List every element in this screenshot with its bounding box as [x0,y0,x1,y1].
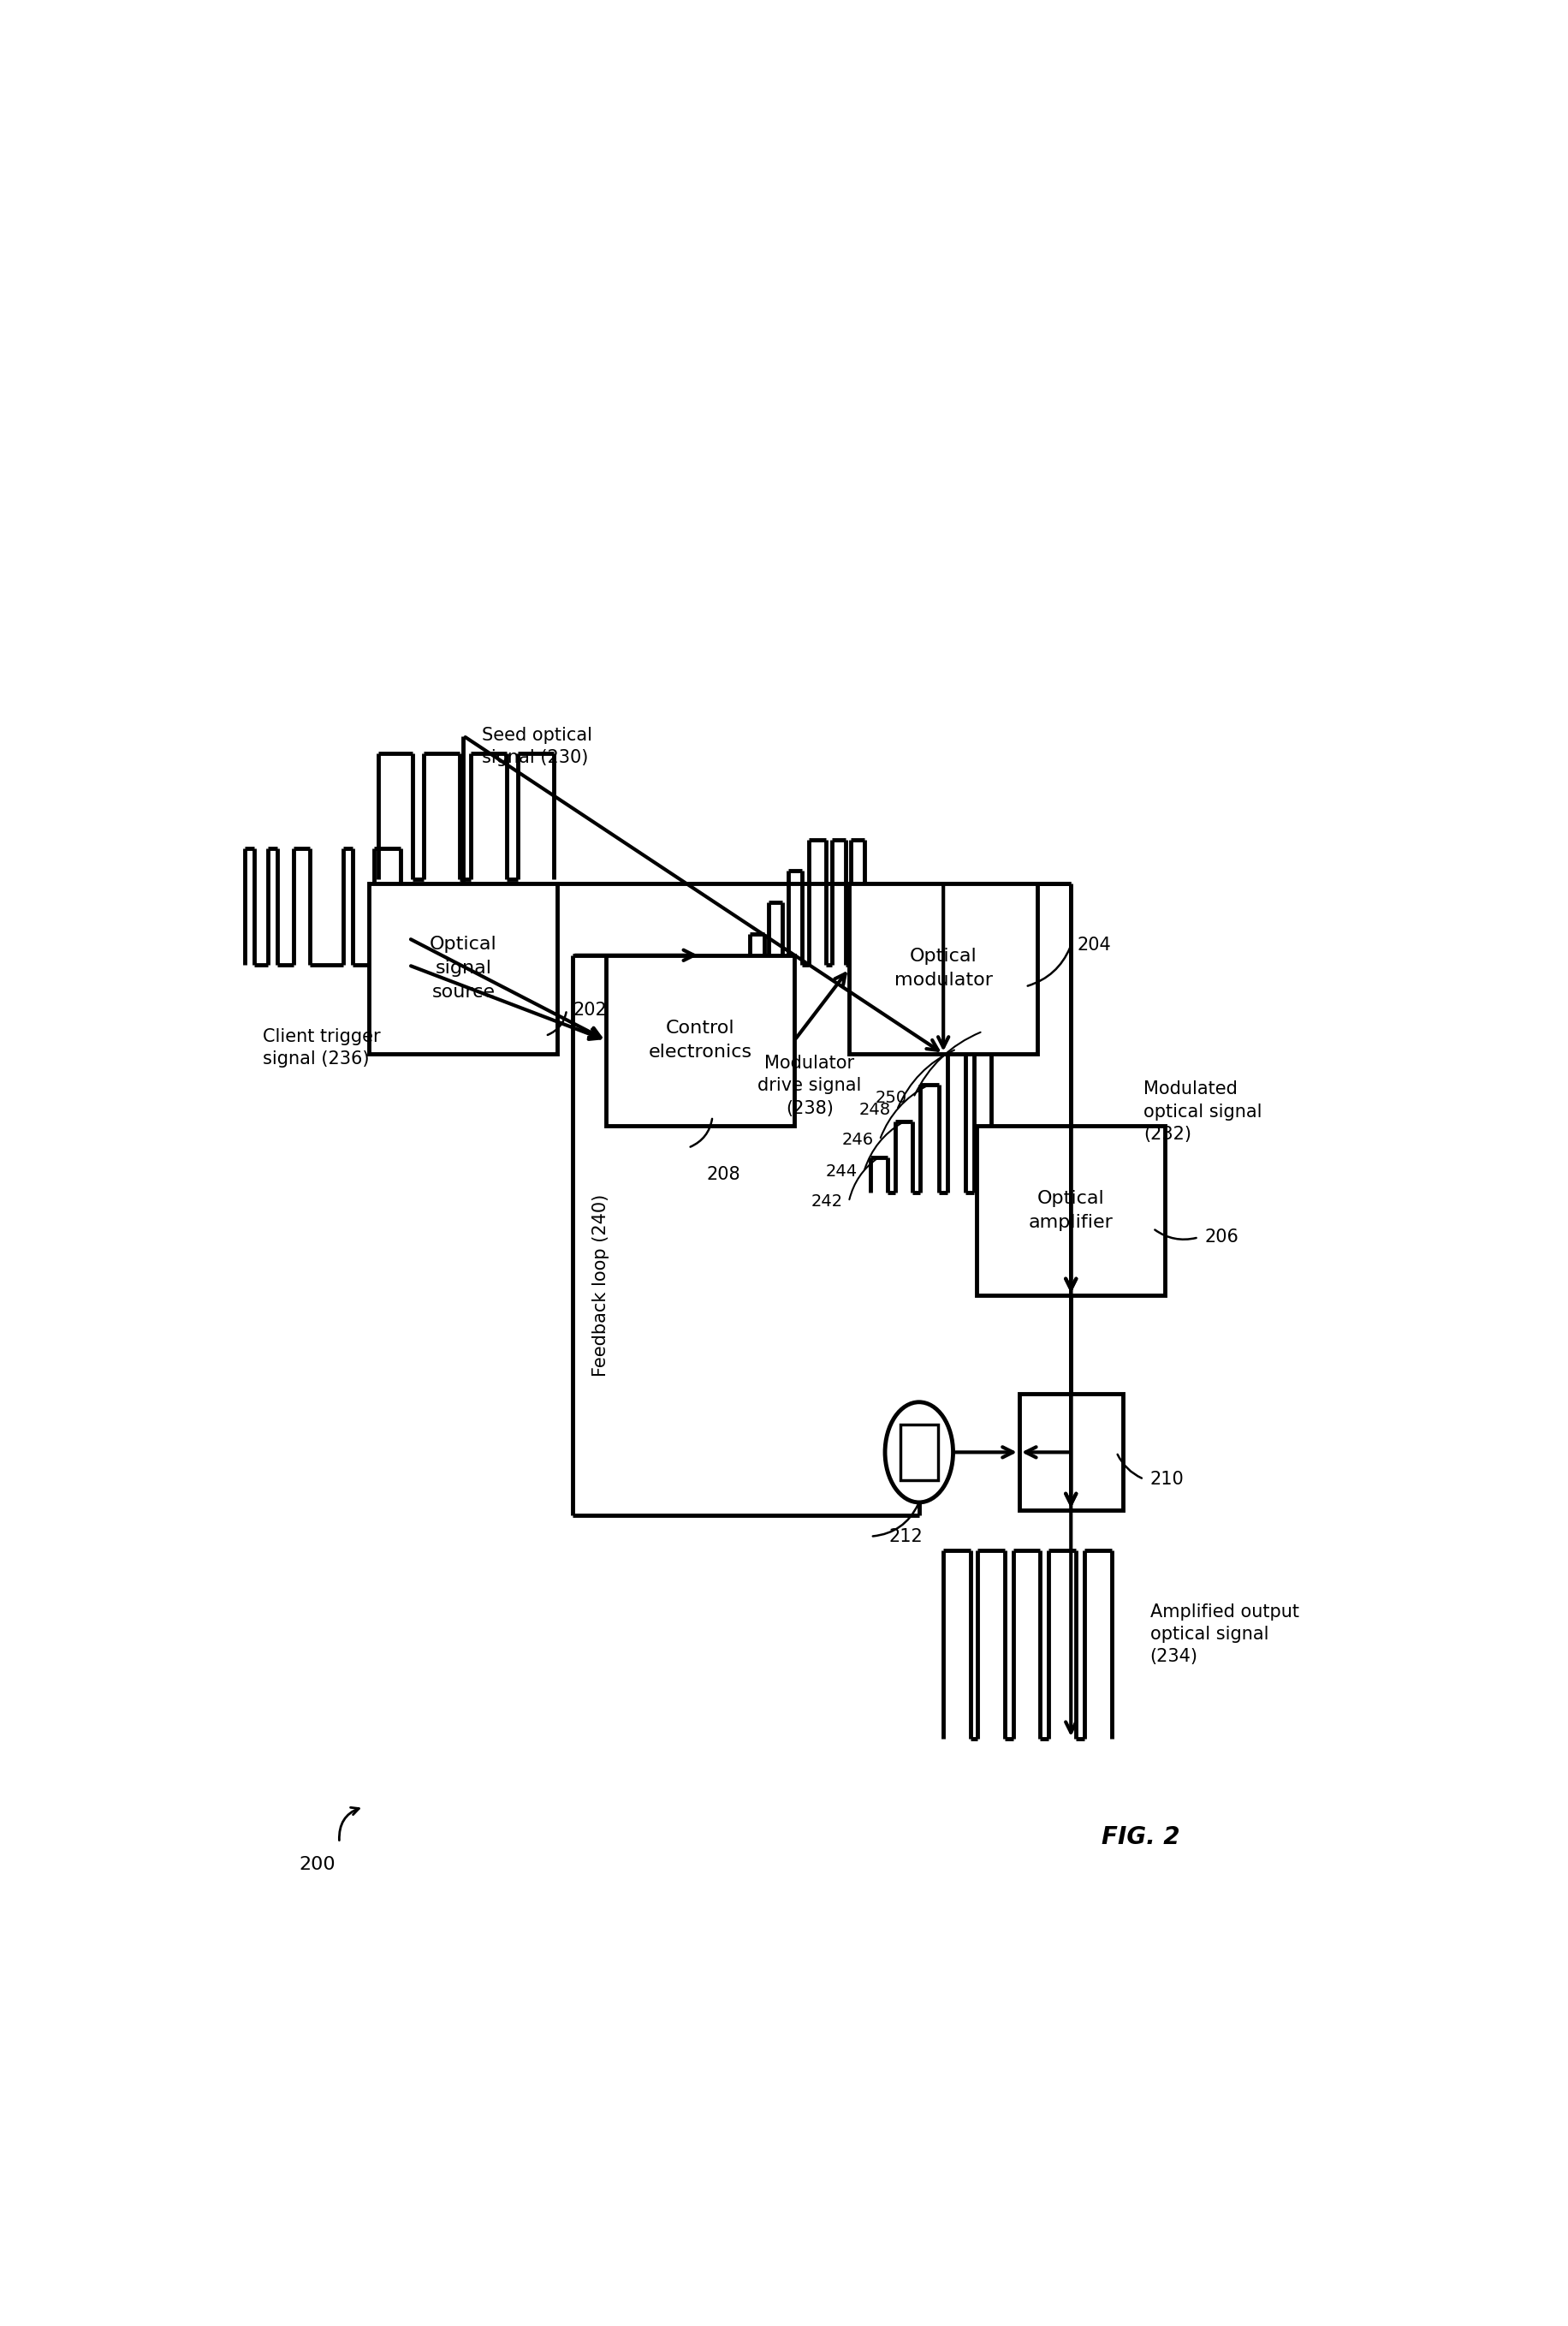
FancyArrowPatch shape [339,1807,359,1840]
Text: Seed optical
signal (230): Seed optical signal (230) [481,726,593,765]
Bar [850,884,1038,1054]
Text: FIG. 2: FIG. 2 [1101,1826,1179,1849]
Text: 212: 212 [889,1528,922,1544]
Bar [607,956,795,1126]
Text: Optical
amplifier: Optical amplifier [1029,1191,1113,1230]
Text: 210: 210 [1149,1470,1184,1489]
Bar [977,1126,1165,1296]
Text: 246: 246 [842,1133,873,1149]
Text: Optical
modulator: Optical modulator [894,949,993,989]
Text: Modulator
drive signal
(238): Modulator drive signal (238) [757,1054,862,1116]
Text: Control
electronics: Control electronics [649,1019,753,1061]
Text: 208: 208 [706,1165,740,1184]
Text: Modulated
optical signal
(232): Modulated optical signal (232) [1143,1082,1262,1142]
Text: 244: 244 [826,1163,858,1179]
Text: 200: 200 [299,1856,336,1872]
Text: Client trigger
signal (236): Client trigger signal (236) [263,1028,381,1068]
Bar [1019,1393,1123,1510]
Bar [900,1424,938,1479]
Text: 204: 204 [1077,937,1112,954]
Text: Optical
signal
source: Optical signal source [430,935,497,1000]
Text: 202: 202 [572,1000,607,1019]
Text: Amplified output
optical signal
(234): Amplified output optical signal (234) [1149,1603,1298,1665]
Text: 206: 206 [1204,1228,1239,1247]
Text: 250: 250 [875,1089,908,1105]
Text: 248: 248 [859,1103,891,1119]
Text: 242: 242 [811,1193,842,1210]
Text: Feedback loop (240): Feedback loop (240) [593,1193,610,1377]
Bar [368,884,558,1054]
